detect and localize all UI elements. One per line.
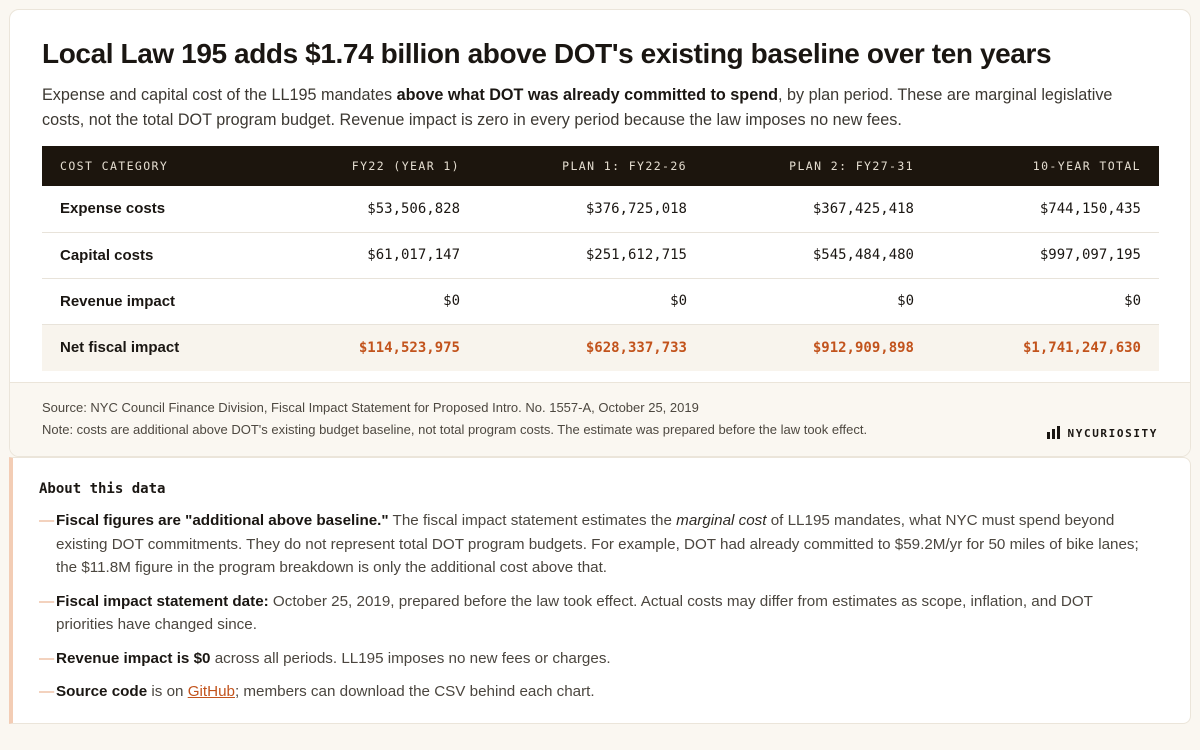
table-cell-total: $1,741,247,630 [932, 324, 1159, 371]
table-cell: $53,506,828 [260, 186, 478, 233]
page-subtitle: Expense and capital cost of the LL195 ma… [42, 83, 1142, 133]
row-label: Expense costs [42, 186, 260, 233]
table-row-net-fiscal-impact: Net fiscal impact $114,523,975 $628,337,… [42, 324, 1159, 371]
table-cell: $997,097,195 [932, 232, 1159, 279]
github-link[interactable]: GitHub [187, 683, 235, 700]
table-cell-total: $628,337,733 [478, 324, 705, 371]
column-header: Cost category [42, 146, 260, 186]
table-cell: $0 [260, 278, 478, 325]
about-list: — Fiscal figures are "additional above ba… [39, 509, 1144, 714]
list-item: — Fiscal impact statement date: October 2… [39, 590, 1144, 637]
row-label: Revenue impact [42, 278, 260, 325]
item-heading: Source code [56, 683, 148, 700]
fiscal-impact-table: Cost category FY22 (Year 1) Plan 1: FY22… [42, 146, 1159, 371]
item-text: across all periods. LL195 imposes no new… [210, 649, 611, 667]
brand-logo[interactable]: NYCURIOSITY [1046, 426, 1158, 440]
table-row-expense: Expense costs $53,506,828 $376,725,018 $… [42, 186, 1159, 233]
table-cell: $376,725,018 [478, 186, 705, 233]
table-cell: $367,425,418 [705, 186, 932, 233]
table-cell: $61,017,147 [260, 232, 478, 279]
subtitle-emphasis: above what DOT was already committed to … [396, 86, 778, 104]
subtitle-text-c: , by plan period. These are marginal leg… [42, 86, 1113, 129]
chart-footer: Source: NYC Council Finance Division, Fi… [10, 382, 1190, 456]
about-this-data-panel: About this data — Fiscal figures are "add… [9, 457, 1191, 724]
row-label: Net fiscal impact [42, 324, 260, 371]
table-cell: $251,612,715 [478, 232, 705, 279]
chart-card: Local Law 195 adds $1.74 billion above D… [9, 9, 1191, 457]
item-heading: Fiscal figures are "additional above bas… [56, 512, 389, 529]
dash-bullet: — [39, 512, 55, 529]
item-text: October 25, 2019, prepared before the la… [56, 592, 1093, 634]
item-emphasis: marginal cost [676, 512, 767, 529]
page-title: Local Law 195 adds $1.74 billion above D… [42, 38, 1052, 69]
row-label: Capital costs [42, 232, 260, 279]
table-header-row: Cost category FY22 (Year 1) Plan 1: FY22… [42, 146, 1159, 186]
dash-bullet: — [39, 649, 55, 667]
table-cell: $0 [478, 278, 705, 325]
source-note: Source: NYC Council Finance Division, Fi… [42, 400, 699, 415]
table-cell: $0 [932, 278, 1159, 325]
list-item: — Revenue impact is $0 across all periods… [39, 647, 1144, 671]
item-text: The fiscal impact statement estimates th… [388, 512, 677, 529]
subtitle-text-a: Expense and capital cost of the LL195 ma… [42, 86, 397, 104]
bar-chart-icon [1046, 426, 1060, 439]
column-header: Plan 1: FY22-26 [478, 146, 705, 186]
table-cell-total: $912,909,898 [705, 324, 932, 371]
table-cell: $0 [705, 278, 932, 325]
methodology-note: Note: costs are additional above DOT's e… [42, 422, 868, 437]
table-row-revenue: Revenue impact $0 $0 $0 $0 [42, 278, 1159, 325]
dash-bullet: — [39, 683, 55, 700]
item-heading: Fiscal impact statement date: [56, 592, 269, 610]
table-cell: $545,484,480 [705, 232, 932, 279]
item-heading: Revenue impact is $0 [56, 649, 211, 667]
brand-name: NYCURIOSITY [1067, 427, 1158, 440]
about-title: About this data [39, 481, 166, 497]
item-text: of LL195 mandates, what NYC must spend b… [56, 512, 1139, 576]
table-cell-total: $114,523,975 [260, 324, 478, 371]
table-row-capital: Capital costs $61,017,147 $251,612,715 $… [42, 232, 1159, 279]
item-text: ; members can download the CSV behind ea… [234, 683, 595, 700]
list-item: — Source code is on GitHub; members can d… [39, 680, 1144, 704]
column-header: Plan 2: FY27-31 [705, 146, 932, 186]
dash-bullet: — [39, 592, 55, 610]
list-item: — Fiscal figures are "additional above ba… [39, 509, 1144, 580]
column-header: FY22 (Year 1) [260, 146, 478, 186]
table-cell: $744,150,435 [932, 186, 1159, 233]
column-header: 10-year total [932, 146, 1159, 186]
item-text: is on [147, 683, 188, 700]
